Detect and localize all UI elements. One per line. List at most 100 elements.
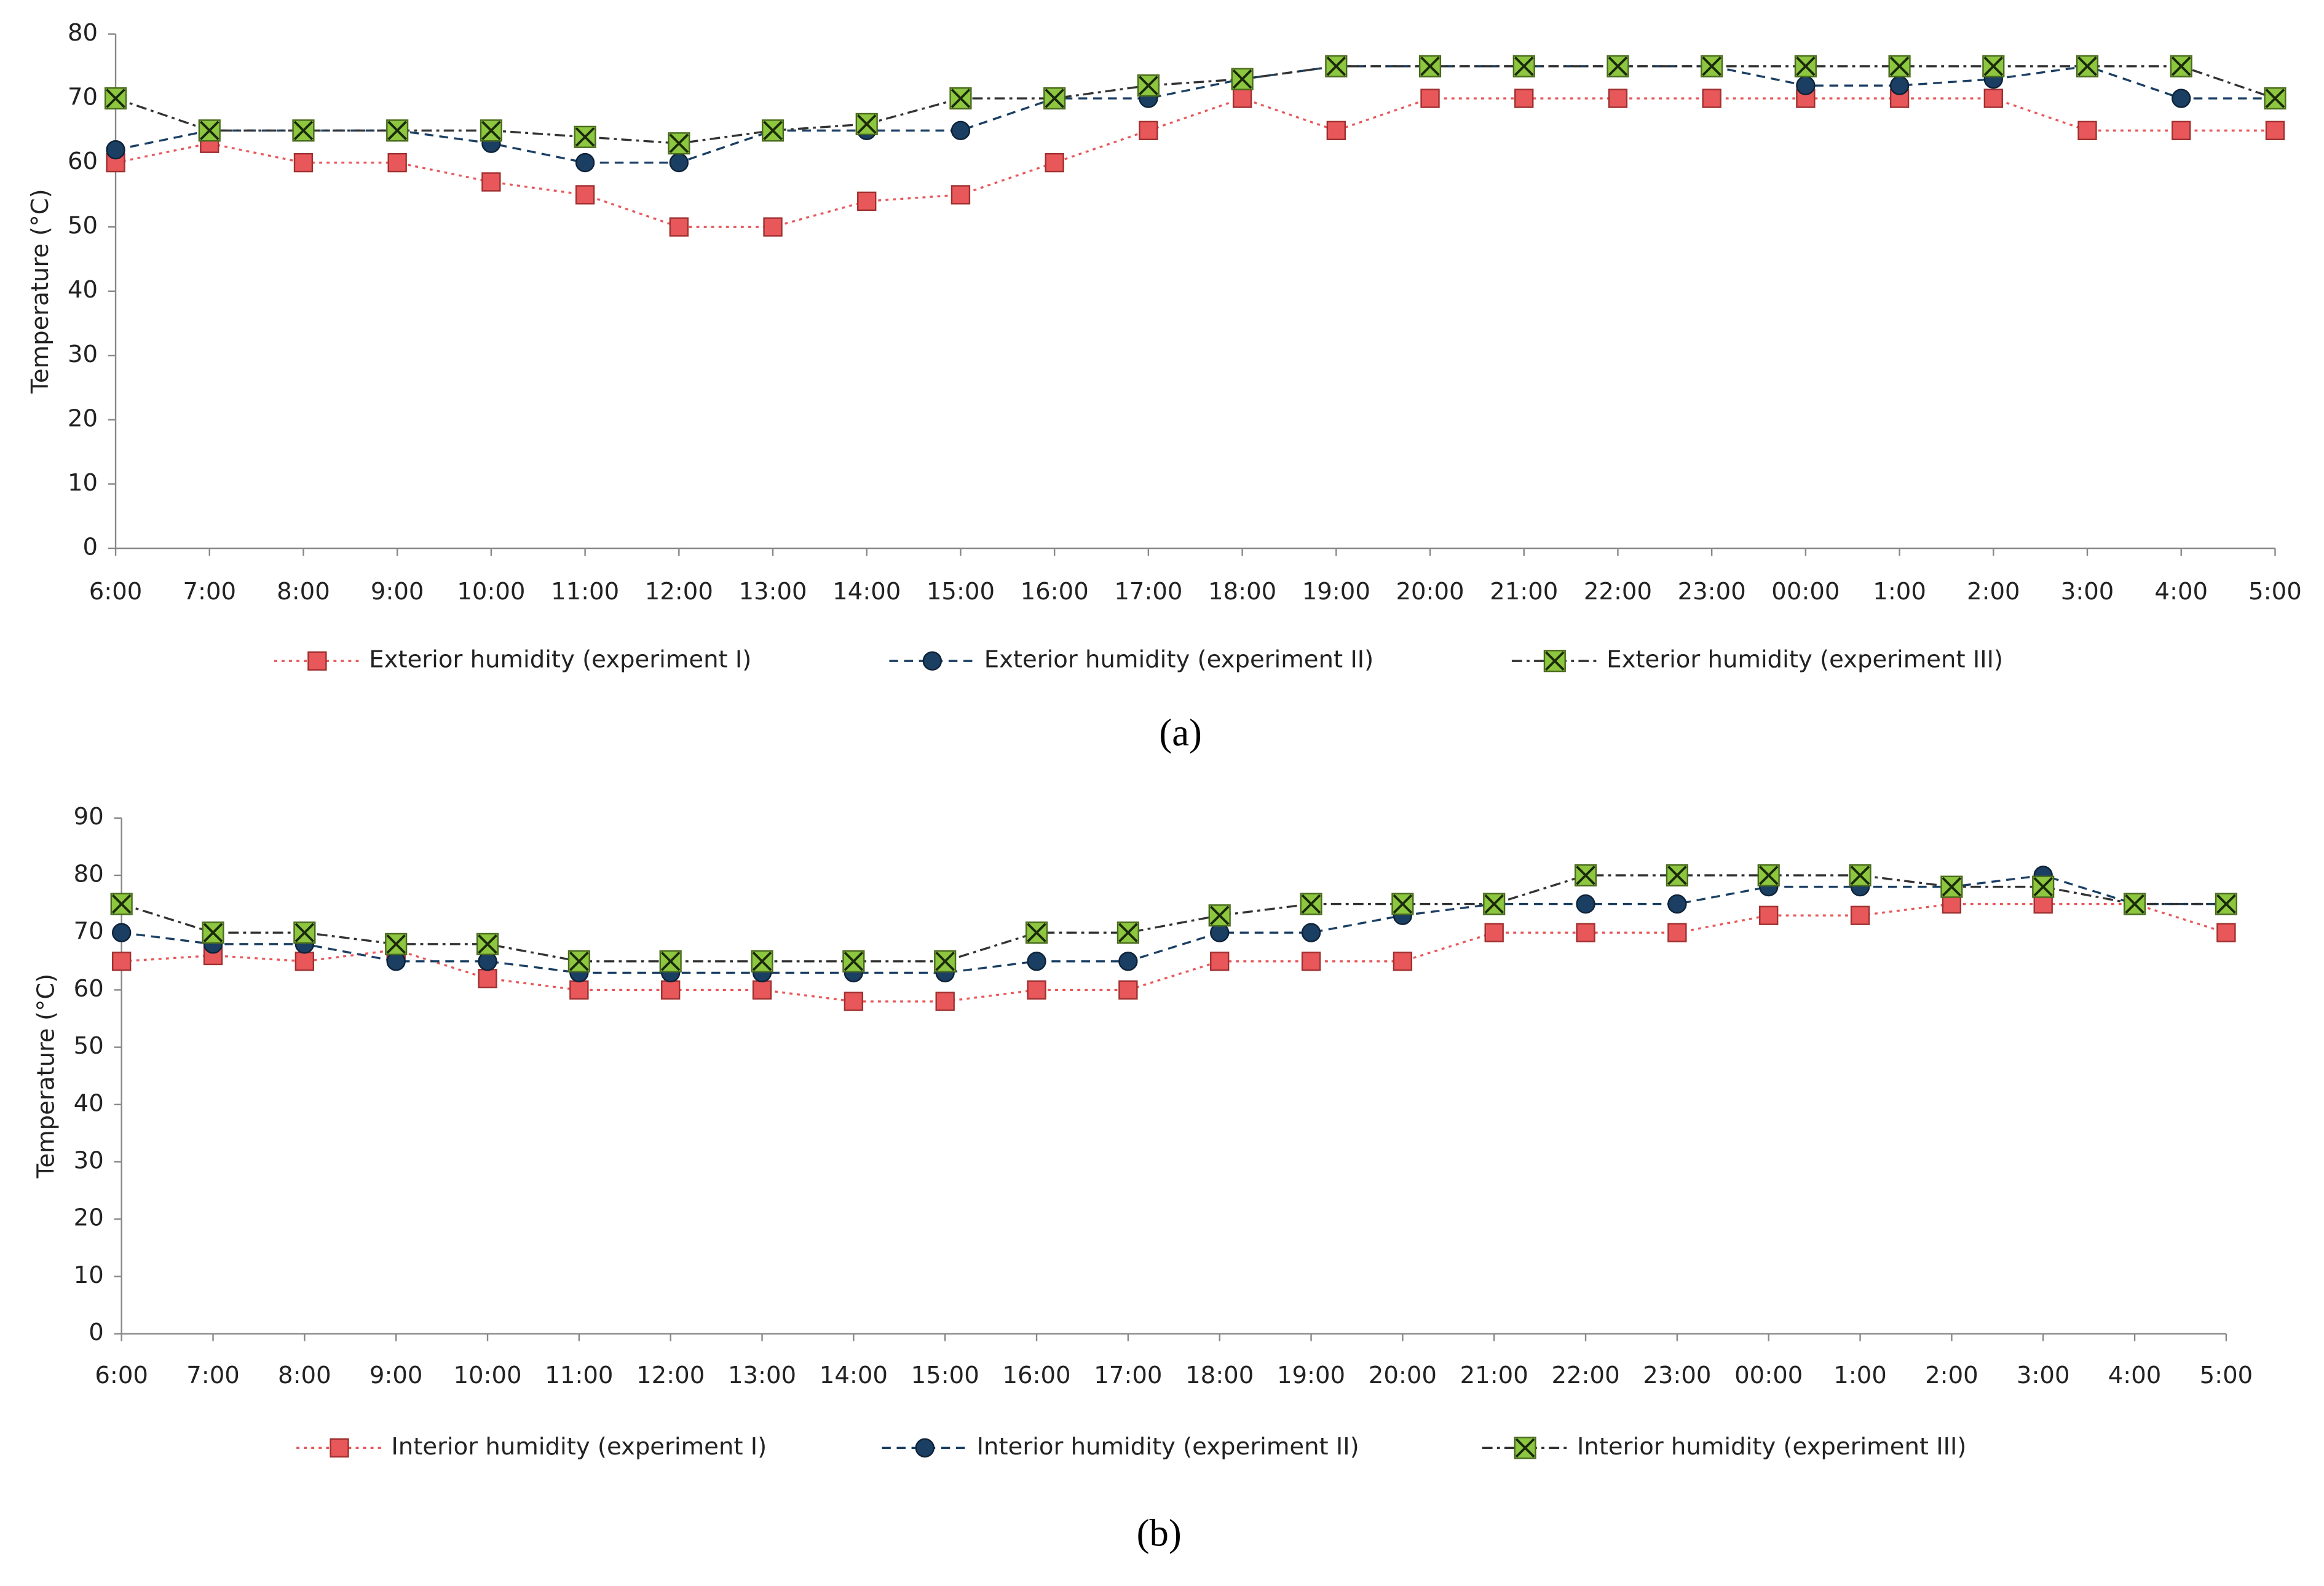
- marker: [668, 132, 690, 155]
- series-line: [121, 902, 2227, 1003]
- marker: [855, 112, 878, 135]
- marker: [104, 87, 127, 110]
- marker: [110, 893, 133, 915]
- marker: [1045, 152, 1064, 173]
- marker: [842, 950, 865, 973]
- marker-cross: [752, 951, 772, 971]
- marker: [575, 152, 595, 173]
- marker: [386, 119, 409, 142]
- x-tick-label: 8:00: [277, 578, 330, 606]
- marker: [1702, 89, 1721, 108]
- marker: [1574, 864, 1597, 887]
- marker: [330, 1438, 349, 1458]
- legend-label: Interior humidity (experiment II): [977, 1433, 1359, 1461]
- y-tick-label: 20: [68, 404, 98, 432]
- marker: [1300, 893, 1322, 915]
- y-tick-label: 80: [68, 19, 98, 47]
- x-tick-label: 21:00: [1490, 578, 1558, 606]
- marker-cross: [106, 89, 125, 108]
- x-tick-label: 20:00: [1369, 1362, 1437, 1389]
- marker: [1514, 1437, 1536, 1459]
- marker-cross: [763, 120, 783, 141]
- marker: [481, 172, 501, 192]
- x-tick-label: 10:00: [457, 578, 525, 606]
- series-line: [115, 65, 2275, 164]
- y-tick-label: 40: [74, 1089, 104, 1117]
- marker: [2264, 87, 2286, 110]
- x-tick-label: 7:00: [186, 1362, 240, 1389]
- marker: [1117, 921, 1139, 944]
- y-tick-label: 60: [74, 975, 104, 1003]
- marker: [1210, 952, 1230, 971]
- marker: [661, 980, 681, 1000]
- x-tick-label: 00:00: [1771, 578, 1840, 606]
- marker: [202, 921, 224, 944]
- x-tick-label: 8:00: [278, 1362, 331, 1389]
- marker: [1850, 905, 1870, 925]
- marker: [1543, 650, 1566, 673]
- marker-cross: [2125, 894, 2144, 914]
- marker-cross: [2077, 56, 2097, 76]
- marker-cross: [1942, 877, 1962, 897]
- marker: [1849, 864, 1871, 887]
- x-tick-label: 16:00: [1021, 578, 1089, 606]
- marker-cross: [1889, 56, 1910, 76]
- marker-cross: [478, 934, 497, 954]
- y-tick-label: 10: [68, 469, 98, 497]
- marker: [1232, 89, 1252, 108]
- marker: [1701, 55, 1723, 77]
- marker-cross: [1514, 56, 1534, 76]
- marker: [1576, 894, 1595, 914]
- x-tick-label: 4:00: [2108, 1362, 2162, 1389]
- marker-cross: [2216, 894, 2236, 914]
- x-tick-label: 7:00: [183, 578, 236, 606]
- marker-cross: [1209, 905, 1230, 926]
- marker: [1667, 923, 1687, 942]
- marker-cross: [2171, 56, 2191, 76]
- x-tick-label: 17:00: [1094, 1362, 1162, 1389]
- marker: [2216, 923, 2236, 942]
- marker-cross: [203, 923, 223, 942]
- legend-label: Exterior humidity (experiment III): [1607, 646, 2003, 674]
- x-tick-label: 9:00: [371, 578, 424, 606]
- marker: [1607, 55, 1629, 77]
- marker: [1391, 893, 1414, 915]
- marker: [1940, 875, 1963, 898]
- marker-cross: [1027, 923, 1046, 942]
- marker: [2032, 875, 2055, 898]
- marker: [1418, 55, 1442, 77]
- x-tick-label: 12:00: [636, 1362, 705, 1389]
- marker: [1139, 120, 1158, 140]
- x-tick-label: 3:00: [2061, 578, 2114, 606]
- marker: [1027, 952, 1046, 971]
- marker: [1043, 87, 1066, 110]
- x-tick-label: 9:00: [370, 1362, 423, 1389]
- marker: [1118, 980, 1138, 1000]
- marker: [307, 651, 327, 671]
- marker: [922, 651, 943, 671]
- y-tick-label: 20: [74, 1204, 104, 1232]
- marker: [476, 933, 499, 955]
- marker: [2033, 894, 2053, 914]
- marker: [293, 152, 314, 173]
- caption: (a): [1159, 711, 1202, 754]
- marker: [294, 952, 315, 971]
- marker: [574, 125, 596, 148]
- marker-cross: [1484, 894, 1504, 914]
- caption: (b): [1137, 1511, 1182, 1554]
- marker-cross: [387, 120, 408, 141]
- y-tick-label: 70: [74, 918, 104, 945]
- x-tick-label: 6:00: [89, 578, 143, 606]
- marker: [1301, 923, 1321, 942]
- marker-cross: [293, 120, 314, 141]
- marker-cross: [844, 951, 864, 971]
- x-tick-label: 20:00: [1396, 578, 1464, 606]
- marker-cross: [294, 923, 315, 942]
- marker-cross: [199, 120, 219, 141]
- marker-cross: [481, 120, 501, 141]
- x-tick-label: 19:00: [1302, 578, 1370, 606]
- y-tick-label: 0: [83, 533, 98, 561]
- marker: [1982, 55, 2005, 77]
- marker-cross: [575, 127, 595, 147]
